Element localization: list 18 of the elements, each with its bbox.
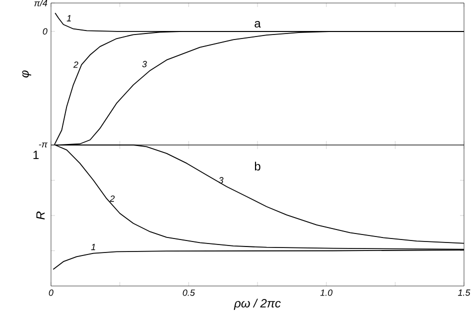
annotation: b [254, 162, 260, 171]
x-tick-label: 1.5 [458, 290, 470, 296]
y-axis-title: R [36, 212, 45, 220]
x-axis-title: ρω / 2πc [234, 298, 281, 310]
x-tick-label: 0 [48, 290, 54, 296]
x-tick-label: 1.0 [320, 290, 332, 296]
annotation: a [254, 21, 261, 28]
text: 1 [33, 150, 39, 159]
y-tick-label: -π [38, 142, 48, 148]
series-label: 2 [73, 62, 78, 68]
series-label: 1 [91, 244, 96, 250]
series-label: 1 [66, 15, 71, 22]
series-label: 3 [142, 60, 147, 68]
y-tick-label: 0 [42, 28, 48, 35]
y-tick-label: π/4 [34, 0, 48, 6]
series-label: 2 [110, 195, 115, 202]
y-axis-title: φ [22, 70, 32, 78]
x-tick-label: 0.5 [182, 290, 195, 296]
